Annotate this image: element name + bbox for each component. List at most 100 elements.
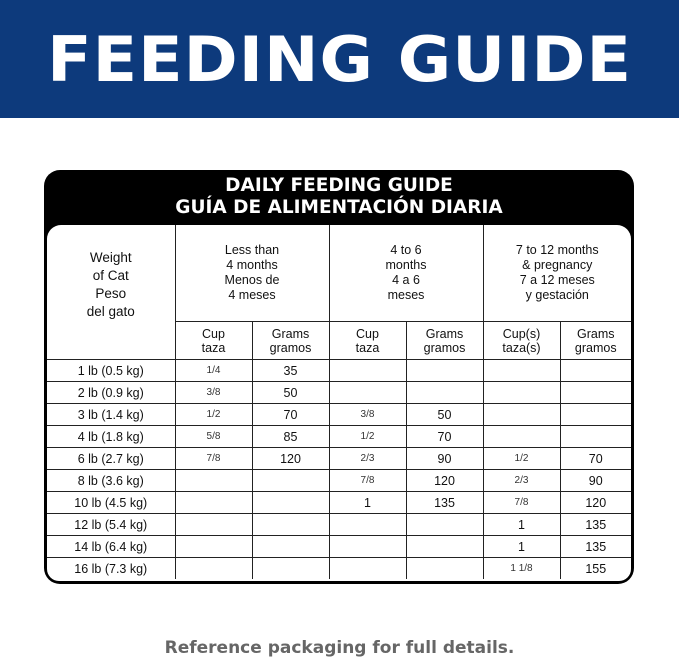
grams-cell: 50 [405,403,484,426]
weight-header-es2: del gato [86,304,135,319]
subheader-es: gramos [423,340,466,355]
weight-cell: 2 lb (0.9 kg) [47,381,176,404]
weight-header-en1: Weight [89,250,132,265]
grams-cell: 90 [405,447,484,470]
grams-cell: 135 [405,491,484,514]
cup-cell [328,381,407,404]
weight-header-en2: of Cat [92,268,129,283]
weight-header: Weight of Cat Peso del gato [47,225,176,360]
table-row: 8 lb (3.6 kg) 7/8 120 2/3 90 [47,469,631,492]
group-line: 4 meses [228,288,276,302]
group-line: Less than [224,243,280,257]
grams-cell [559,359,631,382]
cup-cell: 7/8 [482,491,561,514]
table-row: 2 lb (0.9 kg) 3/8 50 [47,381,631,404]
cup-cell: 2/3 [328,447,407,470]
grams-cell [559,381,631,404]
card-title-en: DAILY FEEDING GUIDE [225,175,453,196]
cup-cell: 5/8 [174,425,253,448]
cup-cell: 2/3 [482,469,561,492]
grams-cell [405,535,484,558]
cup-cell: 1/2 [482,447,561,470]
weight-header-es1: Peso [95,286,127,301]
grams-cell: 70 [405,425,484,448]
grams-cell: 35 [251,359,330,382]
group-line: 7 a 12 meses [519,273,595,287]
feeding-table: Weight of Cat Peso del gato Less than 4 … [47,225,631,579]
cup-cell [174,469,253,492]
table-row: 12 lb (5.4 kg) 1 135 [47,513,631,536]
subheader-cups: Cup(s) taza(s) [482,321,561,360]
cup-cell: 1 1/8 [482,557,561,579]
cup-cell [482,403,561,426]
grams-cell [251,535,330,558]
grams-cell [251,513,330,536]
subheader-en: Grams [577,326,615,341]
subheader-cup: Cup taza [175,321,253,360]
table-row: 10 lb (4.5 kg) 1 135 7/8 120 [47,491,631,514]
grams-cell: 50 [251,381,330,404]
subheader-en: Cup(s) [502,326,541,341]
cup-cell: 1 [482,513,561,536]
group-line: 4 a 6 [392,273,420,287]
table-row: 3 lb (1.4 kg) 1/2 70 3/8 50 [47,403,631,426]
grams-cell [405,359,484,382]
group-line: 4 months [226,258,278,272]
grams-cell [251,491,330,514]
table-row: 1 lb (0.5 kg) 1/4 35 [47,359,631,382]
cup-cell: 1/2 [328,425,407,448]
grams-cell: 135 [559,535,631,558]
subheader-en: Grams [271,326,310,341]
table-row: 14 lb (6.4 kg) 1 135 [47,535,631,558]
cup-cell: 3/8 [328,403,407,426]
table-row: 4 lb (1.8 kg) 5/8 85 1/2 70 [47,425,631,448]
group-header-4-to-6-months: 4 to 6 months 4 a 6 meses [328,225,484,322]
group-line: months [385,258,427,272]
cup-cell: 1 [328,491,407,514]
weight-cell: 10 lb (4.5 kg) [47,491,176,514]
grams-cell: 70 [559,447,631,470]
weight-cell: 1 lb (0.5 kg) [47,359,176,382]
weight-cell: 3 lb (1.4 kg) [47,403,176,426]
table-row: 16 lb (7.3 kg) 1 1/8 155 [47,557,631,579]
cup-cell [482,381,561,404]
subheader-es: gramos [269,340,312,355]
cup-cell [174,535,253,558]
grams-cell: 90 [559,469,631,492]
weight-cell: 6 lb (2.7 kg) [47,447,176,470]
grams-cell [251,557,330,579]
cup-cell [174,513,253,536]
grams-cell: 120 [251,447,330,470]
grams-cell [559,425,631,448]
subheader-grams: Grams gramos [559,321,631,360]
subheader-en: Cup [356,326,379,341]
weight-cell: 8 lb (3.6 kg) [47,469,176,492]
group-header-7-to-12-months: 7 to 12 months & pregnancy 7 a 12 meses … [482,225,631,322]
cup-cell [328,513,407,536]
weight-cell: 12 lb (5.4 kg) [47,513,176,536]
banner: FEEDING GUIDE [0,0,679,118]
cup-cell: 7/8 [328,469,407,492]
cup-cell [328,359,407,382]
card-title: DAILY FEEDING GUIDE GUÍA DE ALIMENTACIÓN… [44,175,634,219]
subheader-es: taza [201,340,226,355]
footer-note: Reference packaging for full details. [164,638,515,658]
group-line: y gestación [525,288,589,302]
cup-cell [328,535,407,558]
group-line: 4 to 6 [390,243,422,257]
banner-title: FEEDING GUIDE [47,22,632,96]
subheader-en: Grams [425,326,464,341]
subheader-es: gramos [574,340,617,355]
subheader-es: taza(s) [502,340,541,355]
cup-cell [174,557,253,579]
group-line: & pregnancy [522,258,593,272]
feeding-table-container: Weight of Cat Peso del gato Less than 4 … [47,225,631,581]
group-line: 7 to 12 months [515,243,599,257]
cup-cell: 7/8 [174,447,253,470]
group-header-under-4-months: Less than 4 months Menos de 4 meses [174,225,330,322]
weight-cell: 16 lb (7.3 kg) [47,557,176,579]
grams-cell: 135 [559,513,631,536]
cup-cell [328,557,407,579]
cup-cell [174,491,253,514]
group-line: meses [387,288,425,302]
